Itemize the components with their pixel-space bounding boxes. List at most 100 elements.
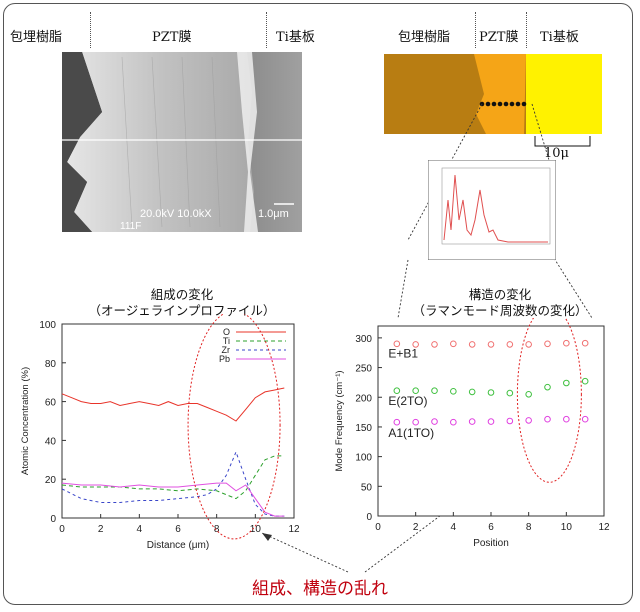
data-point-a1 bbox=[525, 417, 532, 424]
y-tick-label: 80 bbox=[45, 359, 57, 370]
series-line-o bbox=[61, 387, 285, 422]
sem-label-resin: 包埋樹脂 bbox=[10, 30, 63, 45]
y-tick-label: 300 bbox=[355, 334, 372, 345]
data-point-e2to bbox=[506, 389, 514, 397]
x-tick-label: 6 bbox=[488, 522, 494, 533]
y-tick-label: 50 bbox=[361, 482, 373, 493]
series-label-eb1: E+B1 bbox=[388, 346, 418, 360]
sem-scale-text: 1.0μm bbox=[258, 208, 289, 220]
legend-label-ti: Ti bbox=[223, 336, 230, 346]
data-point-a1 bbox=[468, 418, 476, 425]
data-point-a1 bbox=[450, 418, 457, 426]
y-axis-label: Atomic Concentration (%) bbox=[20, 367, 31, 475]
series-label-e2to: E(2TO) bbox=[388, 394, 427, 408]
y-tick-label: 100 bbox=[39, 320, 56, 331]
data-point-eb1 bbox=[525, 341, 532, 348]
data-point-eb1 bbox=[544, 340, 551, 348]
data-point-eb1 bbox=[450, 340, 457, 348]
data-point-eb1 bbox=[393, 340, 401, 348]
y-tick-label: 40 bbox=[45, 436, 57, 447]
y-tick-label: 20 bbox=[45, 475, 57, 486]
data-point-e2to bbox=[581, 377, 589, 385]
x-tick-label: 8 bbox=[214, 524, 220, 535]
optical-label-resin: 包埋樹脂 bbox=[398, 30, 451, 45]
data-point-eb1 bbox=[431, 341, 438, 348]
sem-info-text: 20.0kV 10.0kX bbox=[140, 208, 212, 220]
optical-scale-text: 10μ bbox=[544, 146, 569, 161]
structure-title: 構造の変化 bbox=[468, 287, 532, 302]
y-tick-label: 250 bbox=[355, 364, 372, 375]
x-tick-label: 12 bbox=[598, 522, 610, 533]
sem-label-pzt: PZT膜 bbox=[152, 30, 192, 45]
x-tick-label: 12 bbox=[288, 524, 300, 535]
data-point-eb1 bbox=[563, 339, 570, 347]
data-point-a1 bbox=[393, 418, 401, 426]
legend-label-o: O bbox=[223, 327, 230, 337]
x-axis-label: Position bbox=[473, 538, 509, 549]
sem-label-substrate: Ti基板 bbox=[276, 30, 315, 45]
legend-label-pb: Pb bbox=[219, 354, 230, 364]
data-point-e2to bbox=[393, 387, 401, 395]
data-point-eb1 bbox=[581, 339, 589, 347]
data-point-e2to bbox=[431, 387, 438, 395]
data-point-eb1 bbox=[468, 341, 476, 348]
data-point-a1 bbox=[581, 415, 589, 423]
data-point-eb1 bbox=[412, 341, 419, 348]
x-tick-label: 10 bbox=[561, 522, 573, 533]
data-point-e2to bbox=[563, 379, 570, 387]
data-point-e2to bbox=[468, 388, 476, 396]
x-tick-label: 10 bbox=[250, 524, 262, 535]
y-axis-label: Mode Frequency (cm⁻¹) bbox=[334, 370, 345, 471]
highlight-ellipse bbox=[187, 314, 281, 540]
y-tick-label: 60 bbox=[45, 398, 57, 409]
data-point-a1 bbox=[487, 418, 495, 425]
data-point-e2to bbox=[525, 390, 532, 398]
y-tick-label: 0 bbox=[50, 514, 56, 525]
data-point-e2to bbox=[544, 383, 551, 391]
data-point-e2to bbox=[412, 387, 419, 395]
y-tick-label: 150 bbox=[355, 423, 372, 434]
composition-chart: 0 20 40 60 80 100 0 2 4 6 8 10 12 Distance (μm) Atomic… bbox=[20, 314, 300, 551]
x-tick-label: 2 bbox=[413, 522, 419, 533]
x-tick-label: 2 bbox=[98, 524, 104, 535]
sem-separator-1 bbox=[90, 12, 91, 48]
optical-separator-2 bbox=[526, 12, 527, 48]
data-point-a1 bbox=[544, 415, 551, 423]
y-tick-label: 100 bbox=[355, 453, 372, 464]
optical-micrograph bbox=[384, 54, 602, 134]
optical-separator-1 bbox=[475, 12, 476, 48]
data-point-eb1 bbox=[506, 341, 514, 348]
x-tick-label: 6 bbox=[175, 524, 181, 535]
series-line-zr bbox=[61, 450, 285, 517]
x-axis-label: Distance (μm) bbox=[147, 540, 209, 551]
structure-chart: 0 50 100 150 200 250 300 0 2 4 6 8 10 12 Position Mode … bbox=[334, 318, 610, 549]
sem-micrograph: 20.0kV 10.0kX 1.0μm 111F bbox=[62, 52, 302, 232]
raman-spectrum-inset bbox=[428, 160, 556, 260]
composition-subtitle: （オージェラインプロファイル） bbox=[88, 303, 276, 318]
structure-subtitle: （ラマンモード周波数の変化） bbox=[412, 303, 588, 318]
series-line-pb bbox=[61, 482, 285, 517]
highlight-ellipse bbox=[516, 318, 582, 483]
optical-label-pzt: PZT膜 bbox=[479, 30, 519, 45]
composition-title: 組成の変化 bbox=[150, 287, 214, 302]
data-point-e2to bbox=[450, 388, 457, 395]
optical-label-substrate: Ti基板 bbox=[540, 30, 579, 45]
disorder-note: 組成、構造の乱れ bbox=[252, 579, 388, 599]
optical-scale-bar bbox=[534, 136, 591, 147]
x-tick-label: 4 bbox=[137, 524, 143, 535]
data-point-eb1 bbox=[487, 341, 495, 348]
x-tick-label: 4 bbox=[451, 522, 457, 533]
data-point-a1 bbox=[431, 418, 438, 425]
sem-separator-2 bbox=[266, 12, 267, 48]
data-point-e2to bbox=[487, 389, 495, 396]
outer-frame bbox=[3, 3, 633, 605]
sem-id-text: 111F bbox=[120, 221, 141, 232]
data-point-a1 bbox=[412, 418, 419, 426]
x-tick-label: 0 bbox=[375, 522, 381, 533]
data-point-a1 bbox=[506, 417, 514, 425]
series-label-a1: A1(1TO) bbox=[388, 426, 434, 440]
plot-area bbox=[61, 323, 295, 519]
data-point-a1 bbox=[563, 415, 570, 423]
x-tick-label: 0 bbox=[59, 524, 65, 535]
y-tick-label: 0 bbox=[366, 512, 372, 523]
